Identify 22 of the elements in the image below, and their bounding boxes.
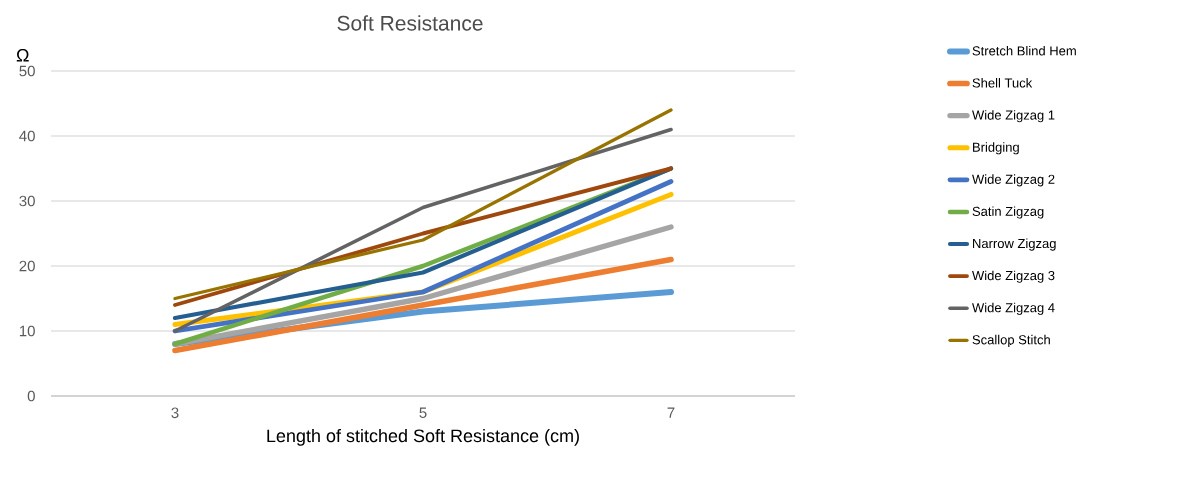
- y-tick-label: 10: [19, 325, 35, 337]
- chart-title: Soft Resistance: [337, 15, 483, 31]
- y-tick-label: 30: [19, 195, 35, 207]
- legend-label: Wide Zigzag 3: [972, 270, 1055, 283]
- x-tick-label: 3: [171, 407, 179, 419]
- legend-label: Narrow Zigzag: [973, 238, 1056, 251]
- y-tick-label: 20: [19, 260, 35, 272]
- legend-label: Satin Zigzag: [972, 206, 1044, 219]
- legend-label: Wide Zigzag 4: [972, 302, 1055, 315]
- legend-label: Shell Tuck: [972, 78, 1033, 88]
- x-tick-label: 7: [667, 407, 675, 418]
- x-tick-label: 5: [419, 407, 427, 418]
- x-axis-title: Length of stitched Soft Resistance (cm): [267, 428, 579, 446]
- y-axis-title: Ω: [16, 48, 29, 62]
- y-tick-label: 50: [19, 65, 35, 77]
- legend-label: Scallop Stitch: [972, 334, 1050, 347]
- y-tick-label: 40: [19, 130, 35, 142]
- legend-label: Wide Zigzag 2: [972, 174, 1055, 187]
- legend-label: Stretch Blind Hem: [972, 45, 1076, 56]
- y-tick-label: 0: [27, 390, 35, 402]
- legend-label: Wide Zigzag 1: [972, 110, 1055, 123]
- legend-label: Bridging: [973, 142, 1019, 155]
